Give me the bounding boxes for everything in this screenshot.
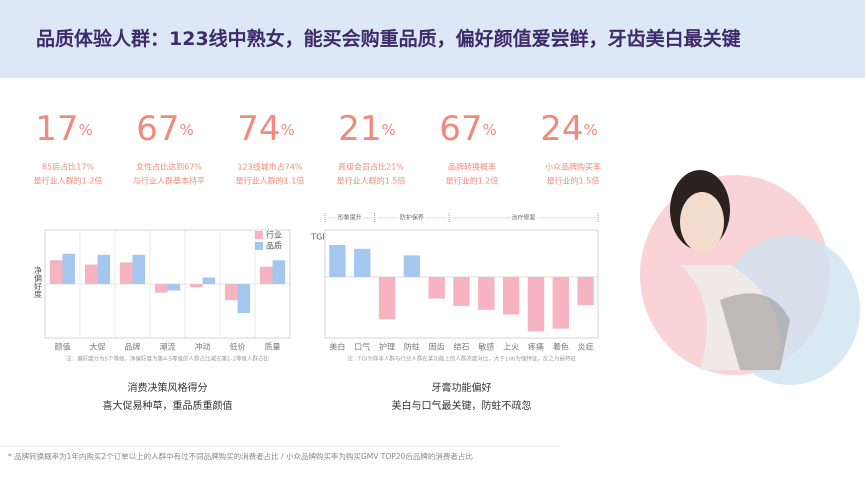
bar	[49, 260, 63, 284]
bar	[154, 284, 168, 293]
chart-note: 注：偏好度分为5个等级，净偏好度为第4-5等级的人群占比减去第1-2等级人群占比	[66, 355, 269, 363]
bar	[527, 276, 545, 332]
group-label: 防护保养	[400, 214, 424, 222]
stat-unit: %	[584, 121, 598, 139]
stat-value: 74	[237, 109, 280, 149]
x-tick-label: 冲动	[195, 342, 211, 352]
stat-line: 高级会员占比21%	[338, 162, 404, 172]
x-tick-label: 着色	[553, 342, 569, 352]
x-tick-label: 炎症	[578, 342, 594, 352]
x-tick-label: 防蛀	[404, 342, 420, 352]
x-tick-label: 潮流	[160, 342, 176, 352]
bar	[97, 254, 111, 284]
bar	[202, 277, 216, 284]
legend-label: 行业	[266, 230, 282, 240]
bar	[378, 276, 396, 320]
bar	[259, 266, 273, 284]
stat-number: 67%	[439, 109, 497, 149]
group-label: 形象提升	[338, 214, 362, 222]
stat-value: 17	[35, 109, 78, 149]
bar	[403, 255, 421, 277]
stat-value: 67	[136, 109, 179, 149]
bar	[552, 276, 569, 329]
x-tick-label: 大促	[90, 342, 106, 352]
chart-title: 牙膏功能偏好	[432, 381, 492, 394]
bar	[189, 284, 203, 288]
legend-swatch	[255, 242, 263, 250]
x-tick-label: 固齿	[429, 343, 445, 352]
footnote: * 品牌转换概率为1年内购买2个订单以上的人群中有过不同品牌购买的消费者占比 /…	[8, 451, 473, 461]
bar	[478, 276, 495, 310]
x-tick-label: 质量	[265, 342, 281, 352]
bar	[224, 284, 238, 301]
bar	[502, 276, 520, 315]
legend-swatch	[255, 231, 263, 239]
bar	[167, 284, 181, 291]
bar	[453, 276, 470, 307]
stat-value: 21	[338, 109, 381, 149]
stat-number: 74%	[237, 109, 295, 149]
stat-number: 24%	[540, 109, 598, 149]
bar	[237, 284, 251, 314]
bar	[132, 254, 146, 284]
x-tick-label: 结石	[454, 342, 470, 352]
photo	[640, 170, 860, 385]
chart-subtitle: 美白与口气最关键，防蛀不疏忽	[392, 399, 532, 412]
stat-line: 与行业人群基本持平	[133, 176, 205, 186]
bar	[428, 276, 445, 299]
stat-unit: %	[382, 121, 396, 139]
bar	[119, 262, 133, 284]
y-axis-label: 净偏好度	[34, 265, 43, 299]
stat-line: 小众品牌购买率	[545, 162, 601, 172]
bar	[329, 245, 346, 277]
x-tick-label: 上火	[503, 343, 519, 352]
plot-frame	[324, 229, 599, 339]
y-axis-label: TGI	[310, 233, 324, 242]
chart-subtitle: 喜大促易种草，重品质重颜值	[103, 399, 233, 412]
stat-line: 是行业人群的1.5倍	[337, 176, 406, 186]
stat-unit: %	[79, 121, 93, 139]
x-tick-label: 低价	[230, 342, 246, 352]
x-tick-label: 口气	[354, 342, 370, 352]
chart-title: 消费决策风格得分	[128, 381, 208, 394]
header: 品质体验人群：123线中熟女，能买会购重品质，偏好颜值爱尝鲜，牙齿美白最关键	[0, 0, 865, 78]
x-tick-label: 颜值	[55, 342, 71, 352]
stat-line: 是行业人群的1.1倍	[236, 176, 305, 186]
stat-number: 17%	[35, 109, 93, 149]
stat-number: 67%	[136, 109, 194, 149]
x-tick-label: 美白	[329, 342, 345, 352]
stat-line: 是行业的1.5倍	[547, 176, 600, 186]
bar	[272, 260, 286, 284]
bar	[577, 276, 594, 306]
stat-line: 是行业的1.2倍	[446, 176, 499, 186]
x-tick-label: 品牌	[125, 342, 141, 352]
stat-line: 品牌转换概率	[448, 162, 496, 172]
stat-line: 是行业人群的1.2倍	[34, 176, 103, 186]
stat-unit: %	[281, 121, 295, 139]
x-tick-label: 敏感	[478, 342, 494, 352]
stat-line: 123线城市占74%	[237, 162, 302, 172]
bar	[84, 264, 98, 284]
stat-line: 女性占比达到67%	[136, 162, 202, 172]
stat-line: 85后占比17%	[42, 162, 94, 172]
bar	[62, 253, 76, 284]
x-tick-label: 疼痛	[528, 342, 544, 352]
stat-unit: %	[483, 121, 497, 139]
group-label: 治疗修复	[512, 214, 536, 222]
stat-number: 21%	[338, 109, 396, 149]
header-title: 品质体验人群：123线中熟女，能买会购重品质，偏好颜值爱尝鲜，牙齿美白最关键	[36, 28, 741, 50]
stat-value: 67	[439, 109, 482, 149]
stat-unit: %	[180, 121, 194, 139]
chart-note: 注：TGI为样本人群与行业人群在某功能上的人群浓度对比，大于100为强特征，反之…	[347, 355, 576, 363]
bar	[354, 248, 371, 277]
legend-label: 品质	[266, 241, 282, 251]
x-tick-label: 护理	[379, 342, 395, 352]
stat-value: 24	[540, 109, 583, 149]
